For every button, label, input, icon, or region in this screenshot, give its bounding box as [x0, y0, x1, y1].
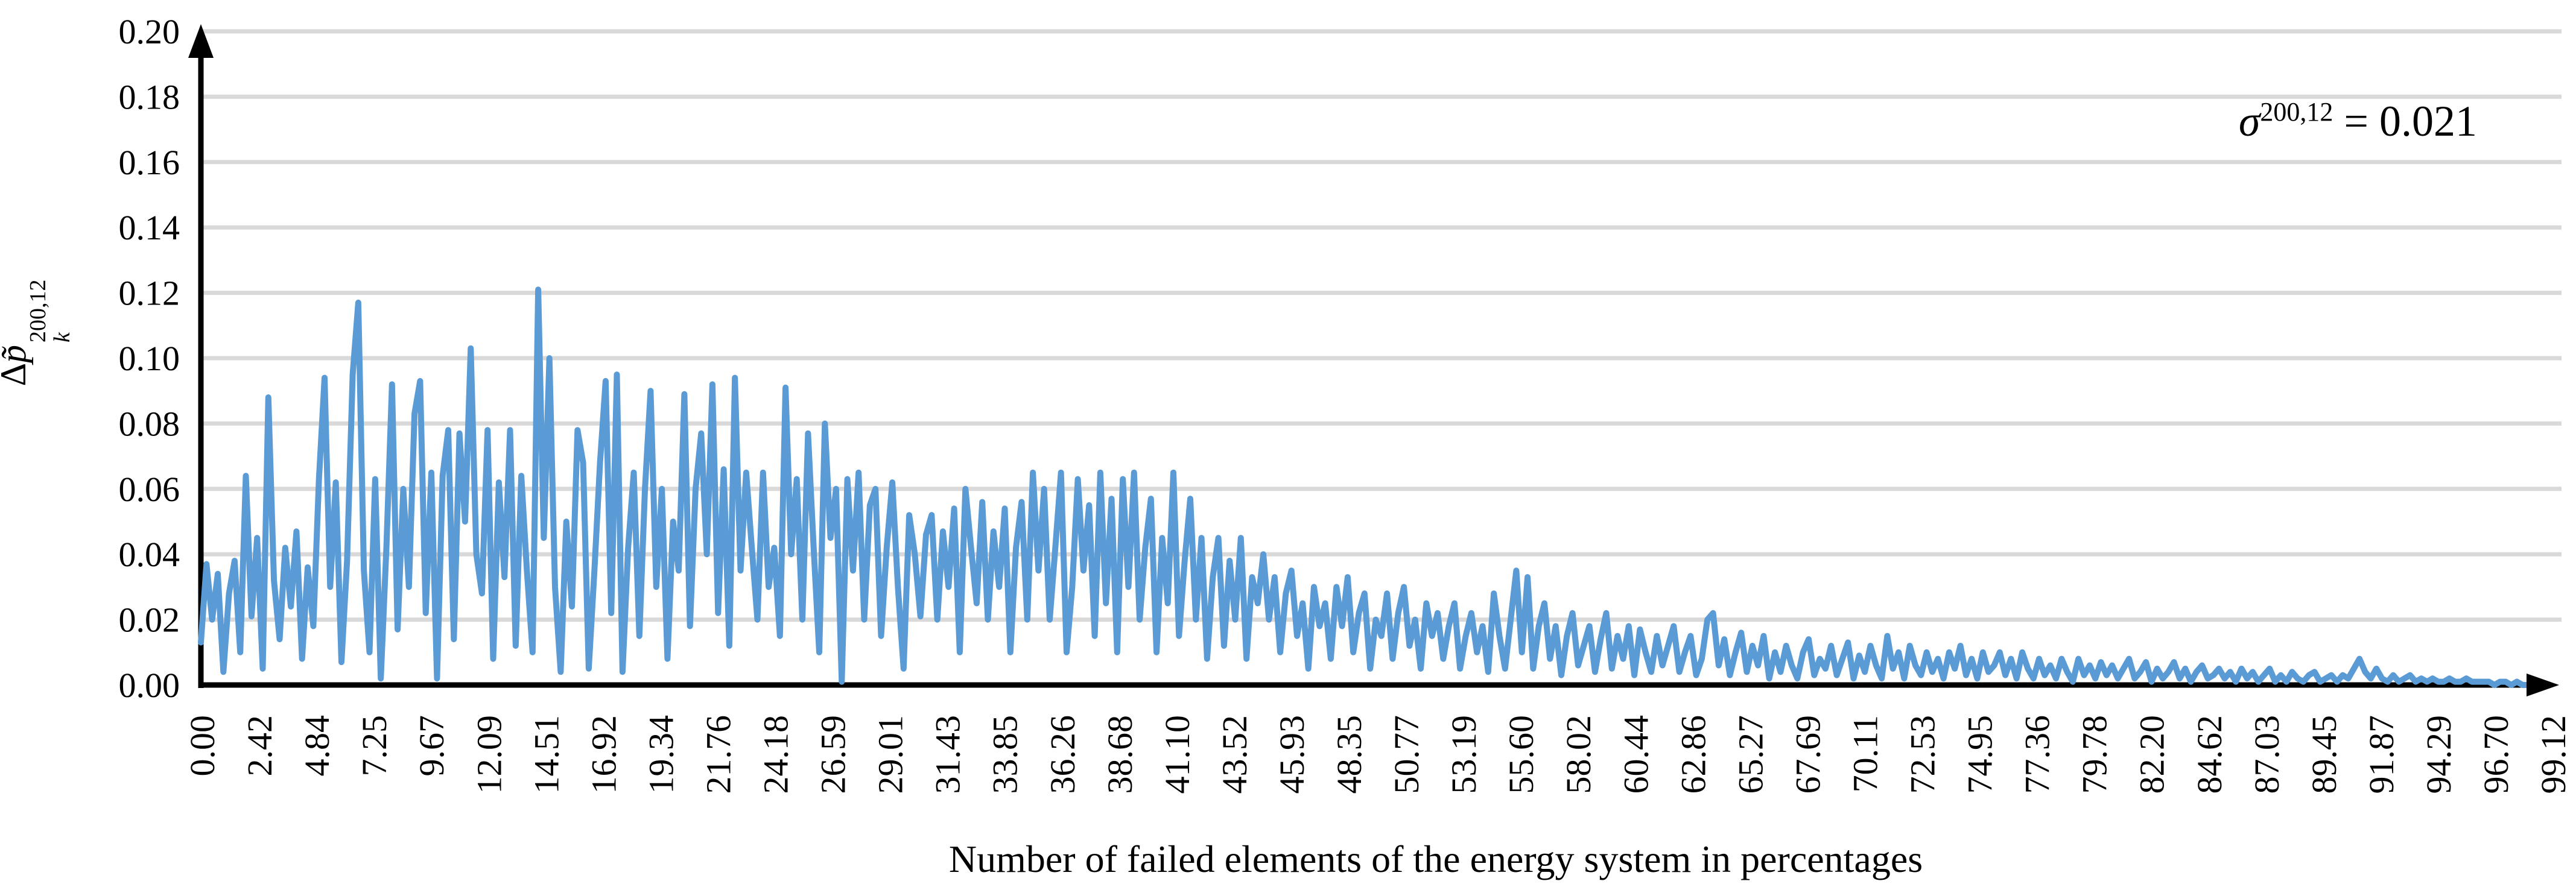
x-tick-label: 62.86	[1673, 715, 1713, 794]
x-tick-label: 96.70	[2476, 715, 2516, 794]
y-tick-label: 0.02	[119, 601, 180, 640]
x-tick-label: 29.01	[871, 715, 910, 794]
y-tick-label: 0.14	[119, 208, 180, 247]
x-tick-label: 53.19	[1444, 715, 1483, 794]
ylabel-subscript: k	[49, 332, 75, 342]
y-tick-label: 0.20	[119, 12, 180, 51]
x-tick-label: 70.11	[1845, 715, 1885, 792]
x-axis-arrow-icon	[2527, 674, 2559, 696]
x-axis-title: Number of failed elements of the energy …	[948, 838, 1923, 880]
series-line	[198, 286, 2537, 688]
x-tick-label: 74.95	[1961, 715, 2000, 794]
x-tick-label: 14.51	[527, 715, 566, 794]
x-tick-label: 65.27	[1731, 715, 1770, 794]
x-tick-label: 21.76	[699, 715, 738, 794]
x-tick-label: 19.34	[641, 715, 680, 794]
y-axis-arrow-icon	[188, 24, 214, 58]
y-tick-label: 0.12	[119, 274, 180, 313]
x-tick-label: 16.92	[584, 715, 623, 794]
x-tick-label: 89.45	[2305, 715, 2344, 794]
x-tick-label: 58.02	[1559, 715, 1598, 794]
x-tick-label: 7.25	[355, 715, 394, 777]
x-tick-label: 36.26	[1043, 715, 1082, 794]
p-tilde-symbol: p̃	[0, 345, 33, 363]
x-tick-label: 55.60	[1502, 715, 1541, 794]
sigma-annotation: σ200,12 = 0.021	[2051, 96, 2477, 147]
x-tick-label: 48.35	[1330, 715, 1369, 794]
x-tick-label: 0.00	[183, 715, 222, 777]
x-tick-label: 84.62	[2190, 715, 2229, 794]
x-tick-label: 33.85	[986, 715, 1025, 794]
x-tick-label: 26.59	[814, 715, 853, 794]
x-tick-label: 60.44	[1616, 715, 1655, 794]
x-tick-label: 79.78	[2075, 715, 2114, 794]
x-tick-label: 87.03	[2247, 715, 2286, 794]
ylabel-scripts: 200,12 k	[25, 279, 75, 342]
sigma-superscript: 200,12	[2260, 97, 2333, 127]
x-tick-label: 12.09	[469, 715, 509, 794]
y-tick-label: 0.16	[119, 143, 180, 182]
x-tick-label: 4.84	[297, 715, 337, 777]
y-tick-label: 0.10	[119, 339, 180, 378]
x-tick-label: 67.69	[1788, 715, 1827, 794]
x-tick-label: 77.36	[2018, 715, 2057, 794]
x-tick-label: 94.29	[2419, 715, 2458, 794]
x-tick-label: 24.18	[757, 715, 796, 794]
x-tick-label: 43.52	[1215, 715, 1254, 794]
x-tick-label: 99.12	[2534, 715, 2573, 794]
y-axis-title: Δp̃ 200,12k	[0, 279, 75, 386]
y-tick-label: 0.04	[119, 535, 180, 574]
x-tick-label: 82.20	[2133, 715, 2172, 794]
x-tick-label: 45.93	[1272, 715, 1312, 794]
ylabel-superscript: 200,12	[25, 279, 51, 342]
x-tick-label: 50.77	[1387, 715, 1426, 794]
y-tick-label: 0.06	[119, 470, 180, 509]
y-tick-label: 0.08	[119, 404, 180, 443]
x-tick-label: 9.67	[412, 715, 451, 777]
sigma-value: = 0.021	[2333, 97, 2477, 145]
x-tick-label: 72.53	[1903, 715, 1943, 794]
sigma-symbol: σ	[2238, 97, 2260, 145]
x-tick-label: 2.42	[240, 715, 279, 777]
x-tick-label: 91.87	[2362, 715, 2401, 794]
y-tick-label: 0.18	[119, 77, 180, 116]
x-tick-label: 41.10	[1158, 715, 1197, 794]
x-tick-label: 31.43	[928, 715, 968, 794]
y-tick-label: 0.00	[119, 666, 180, 705]
x-tick-label: 38.68	[1100, 715, 1140, 794]
delta-symbol: Δ	[0, 363, 33, 387]
